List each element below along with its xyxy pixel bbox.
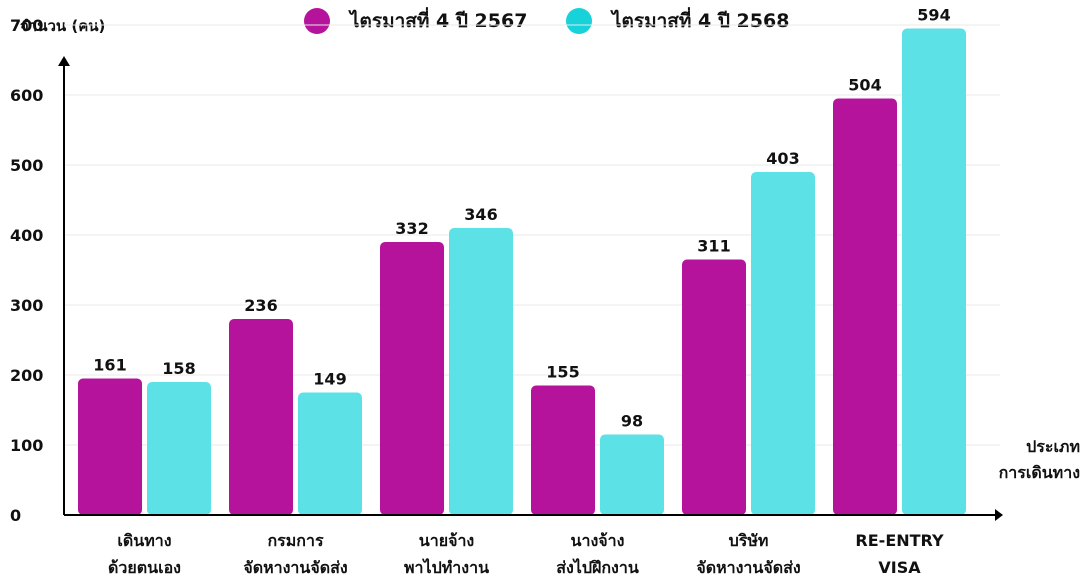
bar-series-2 (751, 172, 815, 515)
bar-series-2 (298, 392, 362, 515)
x-tick-label: VISA (878, 558, 921, 577)
x-tick-label: นายจ้าง (419, 531, 474, 550)
data-label: 594 (917, 6, 950, 25)
x-tick-label: จัดหางานจัดส่ง (696, 558, 800, 577)
bar-series-1 (78, 378, 142, 515)
data-label: 158 (162, 359, 195, 378)
data-label: 403 (766, 149, 799, 168)
x-tick-label: พาไปทำงาน (404, 558, 489, 577)
bar-series-2 (449, 228, 513, 515)
data-label: 161 (93, 356, 126, 375)
bar-series-2 (147, 382, 211, 515)
x-tick-label: ด้วยตนเอง (108, 558, 181, 577)
data-label: 155 (546, 363, 579, 382)
y-tick-label: 200 (10, 366, 43, 385)
bar-series-1 (833, 98, 897, 515)
x-tick-label: เดินทาง (117, 531, 171, 550)
data-label: 236 (244, 296, 277, 315)
y-tick-label: 500 (10, 156, 43, 175)
legend-label-2568: ไตรมาสที่ 4 ปี 2568 (612, 10, 790, 32)
data-label: 346 (464, 205, 497, 224)
x-axis-title: ประเภท การเดินทาง (960, 434, 1080, 486)
legend-dot-2567 (304, 8, 330, 34)
chart-legend: ไตรมาสที่ 4 ปี 2567 ไตรมาสที่ 4 ปี 2568 (0, 6, 1088, 40)
data-label: 311 (697, 237, 730, 256)
bar-series-2 (600, 434, 664, 515)
x-axis-title-line-1: ประเภท (1026, 437, 1080, 456)
x-axis-arrow (995, 509, 1003, 521)
y-tick-label: 600 (10, 86, 43, 105)
x-tick-label: จัดหางานจัดส่ง (243, 558, 347, 577)
x-tick-label: RE-ENTRY (855, 531, 944, 550)
data-label: 504 (848, 76, 881, 95)
legend-item-2567: ไตรมาสที่ 4 ปี 2567 (304, 6, 527, 36)
x-tick-label: ส่งไปฝึกงาน (556, 558, 639, 577)
x-tick-label: นางจ้าง (571, 531, 625, 550)
y-tick-label: 0 (10, 506, 21, 525)
data-label: 332 (395, 219, 428, 238)
bar-series-2 (902, 28, 966, 515)
y-tick-label: 400 (10, 226, 43, 245)
y-tick-label: 100 (10, 436, 43, 455)
bar-series-1 (531, 385, 595, 515)
x-axis-title-line-2: การเดินทาง (998, 463, 1080, 482)
bar-series-1 (682, 259, 746, 515)
legend-item-2568: ไตรมาสที่ 4 ปี 2568 (566, 6, 789, 36)
data-label: 149 (313, 370, 346, 389)
x-tick-label: บริษัท (729, 531, 769, 550)
y-axis-arrow (58, 56, 70, 66)
x-tick-label: กรมการ (267, 531, 324, 550)
y-axis-title: จำนวน (คน) (20, 17, 106, 35)
bar-series-1 (229, 319, 293, 515)
bar-series-1 (380, 242, 444, 515)
legend-dot-2568 (566, 8, 592, 34)
y-tick-label: 300 (10, 296, 43, 315)
legend-label-2567: ไตรมาสที่ 4 ปี 2567 (350, 10, 528, 32)
data-label: 98 (621, 412, 643, 431)
y-tick-label: 700 (10, 16, 43, 35)
